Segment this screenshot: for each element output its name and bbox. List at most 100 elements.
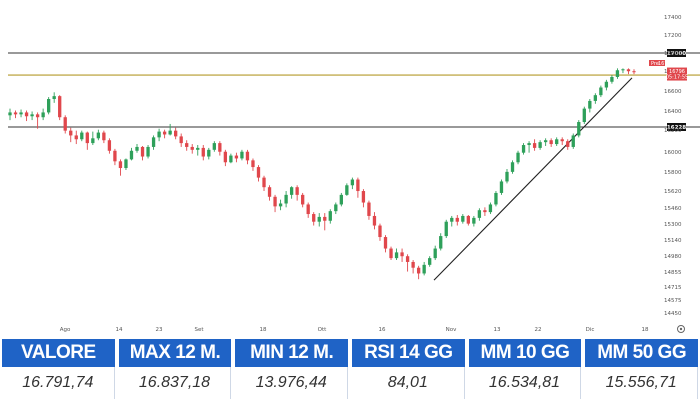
candle-body (102, 132, 106, 141)
candle-body (312, 214, 316, 222)
candle-body (543, 140, 548, 143)
y-tick-label: 14980 (664, 254, 682, 260)
level-label-box (667, 123, 686, 131)
level-label-box (667, 49, 686, 57)
stat-value: 84,01 (352, 367, 465, 399)
candle-body (323, 216, 327, 221)
candle-body (472, 217, 476, 224)
candle-body (174, 130, 178, 137)
x-tick-label: 18 (260, 327, 267, 333)
prev-tag-label: Pre (651, 61, 659, 67)
candle-body (295, 187, 299, 195)
candle-body (577, 122, 581, 136)
candle-body (74, 135, 78, 140)
candle-body (58, 96, 62, 118)
y-tick-label: 17200 (664, 33, 682, 39)
x-tick-label: 22 (535, 327, 542, 333)
candle-body (256, 167, 261, 178)
candle-body (289, 187, 294, 195)
candle-body (428, 258, 432, 265)
stat-label: RSI 14 GG (351, 339, 465, 367)
candle-body (306, 204, 310, 215)
candle-body (278, 203, 283, 207)
candle-body (394, 252, 399, 259)
level-label: 16228 (667, 125, 686, 131)
candle-body (273, 196, 277, 207)
y-tick-label: 15620 (664, 189, 682, 195)
candle-body (372, 215, 377, 226)
candle-body (521, 145, 526, 153)
y-tick-label: 15300 (664, 222, 682, 228)
candle-body (317, 216, 321, 222)
stat-mm-10gg: MM 10 GG 16.534,81 (468, 339, 582, 400)
candle-body (140, 146, 145, 157)
y-tick-label: 15460 (664, 206, 682, 212)
y-tick-label: 16600 (664, 89, 682, 95)
candle-body (240, 151, 244, 159)
candle-body (621, 69, 625, 71)
candle-body (560, 139, 564, 142)
candle-body (400, 252, 404, 257)
candle-body (339, 194, 343, 205)
candle-body (455, 217, 459, 222)
x-axis: Ago 14 23 Set 18 Ott 16 Nov 13 22 Dic 18 (60, 327, 649, 333)
candle-body (207, 149, 211, 157)
candle-body (124, 159, 128, 169)
x-tick-label: Ago (60, 327, 71, 333)
settings-icon[interactable] (677, 325, 685, 333)
stat-valore: VALORE 16.791,74 (2, 339, 115, 400)
candle-body (151, 137, 156, 147)
candle-body (582, 108, 586, 123)
candle-body (157, 131, 161, 138)
candle-body (483, 210, 487, 213)
stat-label: VALORE (2, 339, 115, 367)
price-tag-value: 16796 (669, 69, 685, 75)
y-tick-label: 14715 (664, 285, 682, 291)
candle-body (461, 215, 465, 222)
candle-body (488, 204, 493, 213)
candle-body (538, 142, 542, 148)
stat-label: MAX 12 M. (118, 339, 232, 367)
candle-body (383, 237, 388, 249)
candles (8, 68, 636, 280)
candle-body (588, 100, 592, 109)
candle-body (85, 132, 89, 144)
prev-tag-value: 16796 (658, 61, 674, 67)
candle-body (345, 185, 349, 195)
stat-max-12m: MAX 12 M. 16.837,18 (118, 339, 232, 400)
candle-body (24, 112, 29, 117)
candle-body (80, 132, 84, 140)
x-tick-label: Nov (446, 327, 457, 333)
candle-body (69, 130, 73, 136)
stat-label: MM 10 GG (468, 339, 582, 367)
candle-body (626, 69, 631, 72)
stats-table: VALORE 16.791,74 MAX 12 M. 16.837,18 MIN… (0, 339, 700, 400)
candle-body (422, 264, 426, 274)
x-tick-label: Ott (318, 327, 327, 333)
candle-body (35, 114, 40, 118)
y-tick-label: 17400 (664, 15, 682, 21)
candle-body (411, 261, 415, 268)
candle-body (8, 112, 12, 116)
candle-body (245, 151, 250, 161)
candle-body (615, 70, 620, 77)
candle-body (632, 71, 636, 73)
candle-body (599, 87, 603, 96)
candle-body (135, 146, 139, 151)
stat-value: 16.791,74 (2, 367, 115, 399)
candle-body (13, 112, 18, 115)
y-tick-label: 16400 (664, 109, 682, 115)
candle-body (185, 143, 189, 147)
candle-body (571, 135, 575, 147)
stat-rsi-14gg: RSI 14 GG 84,01 (351, 339, 465, 400)
candlestick-chart: 170001677016228 174001720017000168001660… (8, 15, 700, 333)
x-tick-label: 16 (379, 327, 386, 333)
y-tick-label: 15800 (664, 170, 682, 176)
candle-body (505, 171, 509, 182)
candle-body (356, 179, 360, 192)
candle-body (179, 136, 183, 144)
x-tick-label: 14 (116, 327, 123, 333)
candle-body (604, 81, 609, 88)
x-tick-label: Dic (586, 327, 595, 333)
